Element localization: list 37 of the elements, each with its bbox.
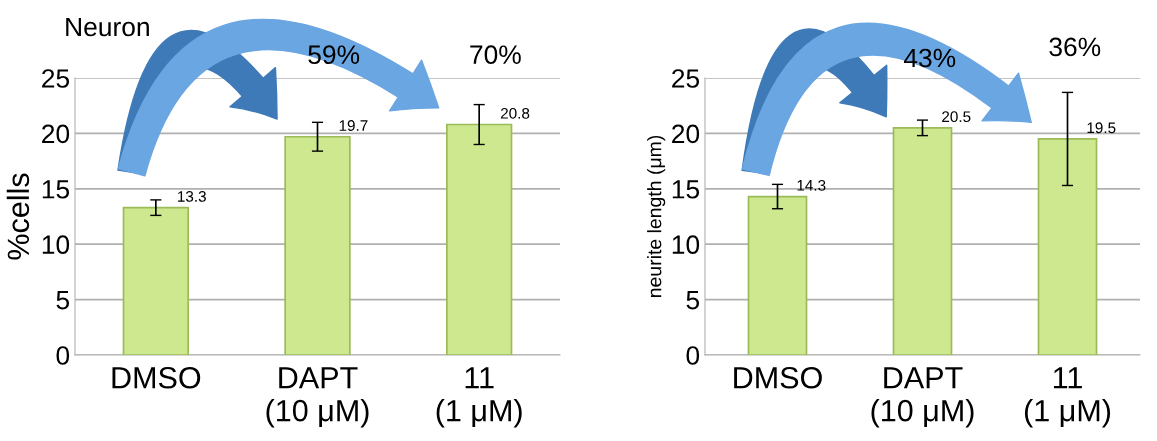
y-tick-label: 0 bbox=[56, 346, 70, 365]
y-tick-label: 10 bbox=[42, 235, 70, 255]
y-tick-label: 20 bbox=[672, 124, 700, 144]
x-tick-label: DMSO bbox=[112, 366, 201, 389]
x-tick-label: 11 (1 μM) bbox=[436, 367, 522, 428]
x-tick-label: DAPT (10 μM) bbox=[871, 367, 974, 428]
y-tick-label: 25 bbox=[672, 69, 700, 88]
text: 59% bbox=[308, 45, 360, 65]
y-tick-label: 25 bbox=[42, 69, 70, 88]
bar bbox=[445, 123, 513, 355]
x-tick-label: 11 (1 μM) bbox=[1024, 367, 1111, 428]
bar bbox=[747, 195, 808, 355]
y-tick-label: 10 bbox=[672, 235, 700, 255]
text: 70% bbox=[470, 45, 521, 65]
text: Neuron bbox=[66, 17, 149, 37]
text: 36% bbox=[1049, 37, 1101, 57]
y-tick-label: 20 bbox=[42, 124, 70, 144]
y-tick-label: 5 bbox=[56, 291, 70, 310]
x-tick-label: DAPT (10 μM) bbox=[266, 367, 369, 428]
data-label: 20.8 bbox=[500, 107, 530, 119]
data-label: 19.7 bbox=[339, 120, 368, 131]
data-label: 20.5 bbox=[942, 111, 971, 123]
y-axis-title: neurite length (μm) bbox=[647, 135, 666, 297]
y-tick-label: 0 bbox=[686, 346, 700, 365]
bar bbox=[1037, 138, 1098, 355]
data-label: 14.3 bbox=[797, 179, 826, 191]
bar bbox=[122, 206, 190, 355]
y-tick-label: 15 bbox=[42, 180, 70, 199]
x-tick-label: DMSO bbox=[734, 366, 822, 389]
text: 43% bbox=[903, 48, 956, 68]
y-tick-label: 15 bbox=[672, 180, 700, 199]
bar bbox=[892, 127, 953, 355]
data-label: 13.3 bbox=[178, 191, 206, 202]
y-tick-label: 5 bbox=[686, 291, 700, 310]
data-label: 19.5 bbox=[1087, 122, 1116, 134]
y-axis-title: %cells bbox=[6, 173, 30, 260]
bar bbox=[284, 135, 351, 355]
